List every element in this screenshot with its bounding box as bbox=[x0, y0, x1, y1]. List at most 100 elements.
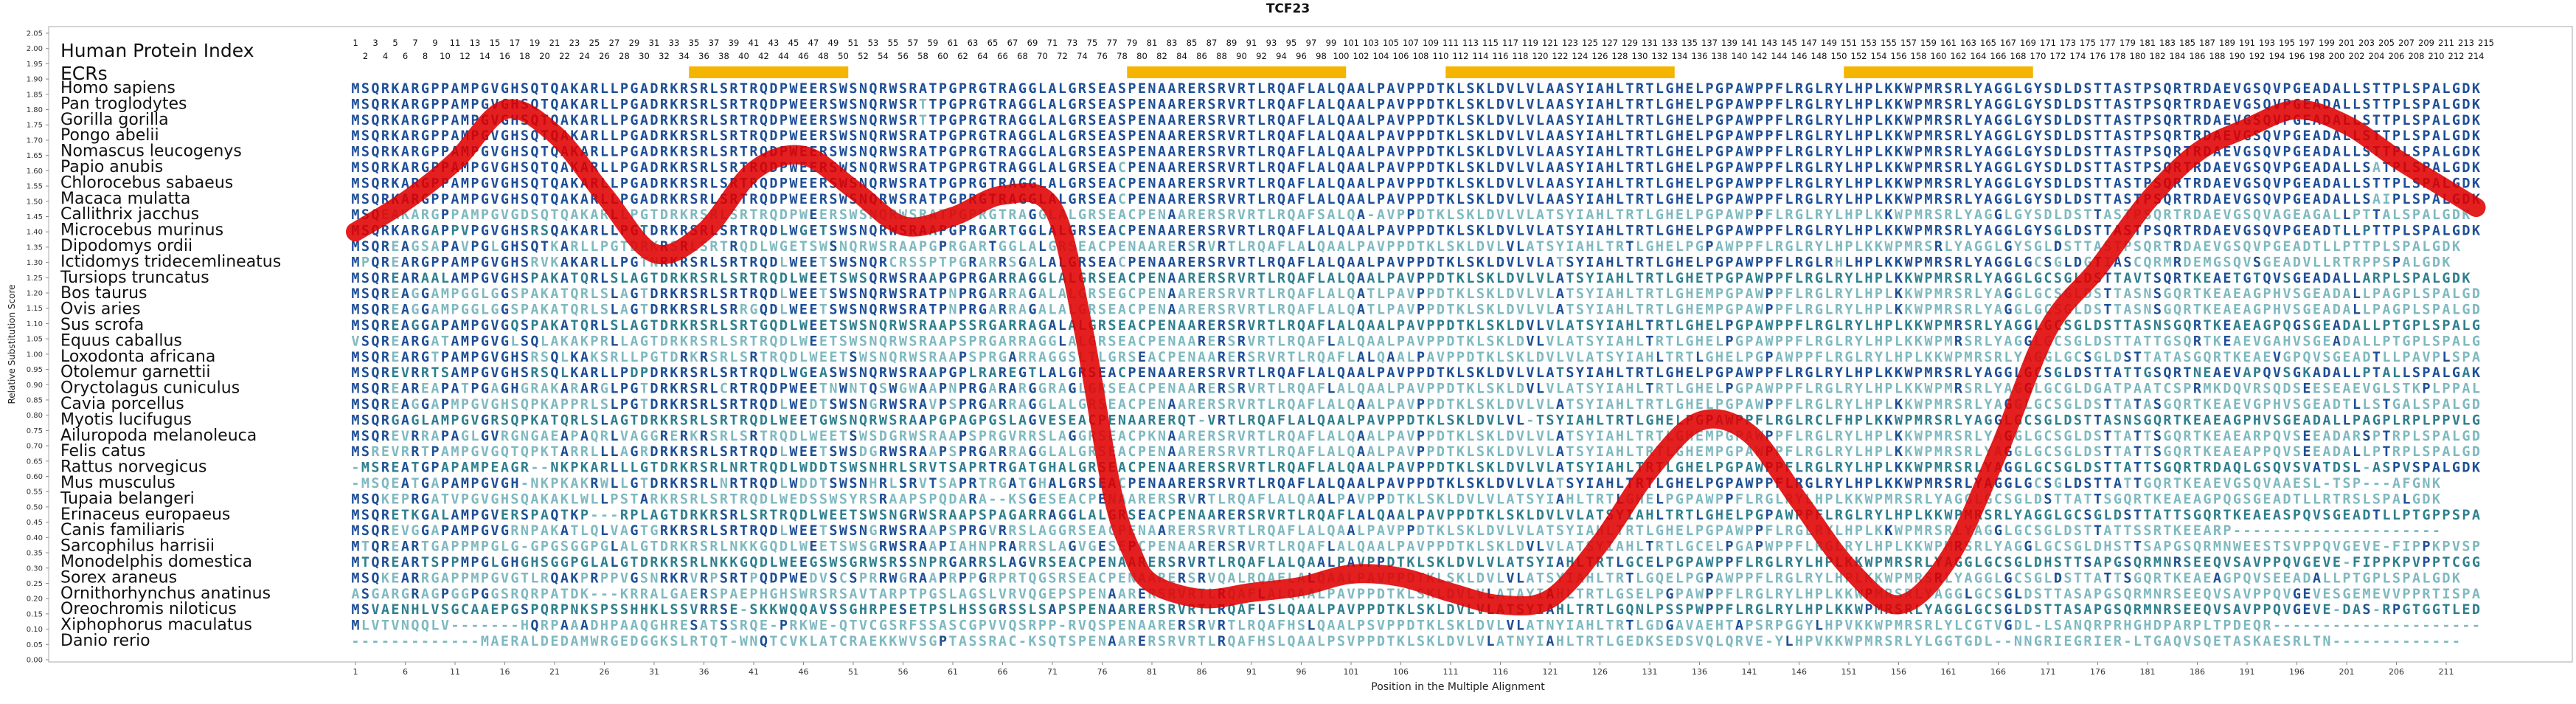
residue: E bbox=[1665, 239, 1673, 255]
residue: G bbox=[2462, 397, 2470, 413]
residue: Q bbox=[760, 397, 768, 413]
residue: Y bbox=[2024, 207, 2032, 223]
residue: T bbox=[1426, 207, 1434, 223]
residue: L bbox=[1496, 397, 1504, 413]
residue: S bbox=[829, 303, 837, 318]
residue: V bbox=[1406, 303, 1414, 318]
residue: V bbox=[2233, 365, 2241, 381]
residue: T bbox=[829, 271, 837, 286]
residue: K bbox=[1426, 239, 1435, 255]
residue: D bbox=[2054, 97, 2062, 112]
residue: A bbox=[1297, 286, 1305, 302]
x-axis-label: Position in the Multiple Alignment bbox=[1371, 681, 1545, 693]
residue: W bbox=[1904, 145, 1913, 160]
residue: R bbox=[1645, 271, 1654, 286]
residue: R bbox=[660, 160, 669, 176]
protein-index-number: 207 bbox=[2398, 38, 2414, 48]
residue: Y bbox=[1596, 318, 1605, 334]
residue: G bbox=[501, 303, 509, 318]
residue: A bbox=[1108, 160, 1116, 176]
residue: A bbox=[1008, 350, 1016, 365]
residue: M bbox=[1705, 303, 1713, 318]
residue: C bbox=[1128, 303, 1136, 318]
residue: Y bbox=[1835, 145, 1844, 160]
residue: T bbox=[1685, 350, 1693, 365]
residue: T bbox=[2193, 397, 2201, 413]
residue: P bbox=[780, 81, 788, 97]
residue: E bbox=[1685, 176, 1693, 191]
residue: D bbox=[650, 397, 658, 413]
residue: K bbox=[670, 176, 678, 191]
residue: L bbox=[1506, 318, 1514, 334]
residue: E bbox=[1198, 397, 1206, 413]
residue: R bbox=[999, 81, 1007, 97]
residue: P bbox=[780, 128, 788, 144]
residue: Y bbox=[1835, 113, 1844, 128]
residue: G bbox=[1705, 350, 1713, 365]
residue: L bbox=[1526, 303, 1534, 318]
residue: L bbox=[1795, 397, 1803, 413]
protein-index-number: 44 bbox=[778, 51, 789, 61]
residue: L bbox=[2402, 97, 2410, 112]
residue: S bbox=[2094, 286, 2102, 302]
residue: R bbox=[1994, 350, 2003, 365]
residue: A bbox=[1636, 350, 1644, 365]
residue: A bbox=[640, 145, 648, 160]
residue: S bbox=[1476, 397, 1485, 413]
residue: V bbox=[1526, 192, 1534, 207]
residue: G bbox=[490, 397, 499, 413]
residue: L bbox=[2014, 81, 2022, 97]
residue: P bbox=[1924, 271, 1932, 286]
protein-index-number: 134 bbox=[1672, 51, 1688, 61]
residue: V bbox=[1247, 334, 1255, 349]
residue: M bbox=[351, 255, 359, 270]
residue: L bbox=[2014, 128, 2022, 144]
residue: E bbox=[2213, 397, 2221, 413]
residue: L bbox=[1656, 192, 1664, 207]
residue: A bbox=[1367, 318, 1375, 334]
residue: E bbox=[2342, 350, 2350, 365]
residue: A bbox=[620, 286, 628, 302]
residue: D bbox=[1496, 113, 1504, 128]
residue: A bbox=[899, 239, 907, 255]
residue: L bbox=[2063, 128, 2072, 144]
residue: V bbox=[1506, 97, 1514, 112]
residue: G bbox=[2243, 81, 2251, 97]
residue: A bbox=[1327, 397, 1335, 413]
residue: E bbox=[1148, 303, 1156, 318]
residue: R bbox=[530, 350, 539, 365]
residue: S bbox=[1088, 81, 1096, 97]
residue: L bbox=[2442, 365, 2450, 381]
residue: S bbox=[899, 176, 907, 191]
residue: S bbox=[1207, 145, 1215, 160]
residue: E bbox=[1227, 350, 1235, 365]
residue: L bbox=[1536, 192, 1544, 207]
residue: A bbox=[1138, 239, 1146, 255]
residue: L bbox=[580, 239, 589, 255]
y-tick-label: 0.40 bbox=[27, 534, 43, 542]
residue: R bbox=[690, 207, 698, 223]
residue: K bbox=[1884, 176, 1893, 191]
residue: T bbox=[740, 397, 748, 413]
residue: G bbox=[501, 176, 509, 191]
residue: T bbox=[2342, 397, 2350, 413]
protein-index-number: 180 bbox=[2130, 51, 2146, 61]
residue: P bbox=[1914, 224, 1923, 239]
residue: P bbox=[1417, 286, 1425, 302]
residue: E bbox=[2233, 286, 2241, 302]
residue: G bbox=[481, 176, 489, 191]
x-tick-label: 156 bbox=[1891, 667, 1906, 677]
residue: R bbox=[1237, 365, 1246, 381]
residue: A bbox=[2353, 334, 2361, 349]
residue: D bbox=[769, 97, 777, 112]
residue: P bbox=[1864, 160, 1872, 176]
residue: A bbox=[2333, 176, 2341, 191]
residue: R bbox=[1656, 382, 1664, 397]
residue: L bbox=[1457, 160, 1465, 176]
residue: L bbox=[1516, 160, 1524, 176]
residue: L bbox=[1386, 318, 1395, 334]
residue: V bbox=[2233, 192, 2241, 207]
residue: S bbox=[1128, 350, 1136, 365]
residue: V bbox=[2223, 207, 2231, 223]
residue: P bbox=[481, 207, 489, 223]
